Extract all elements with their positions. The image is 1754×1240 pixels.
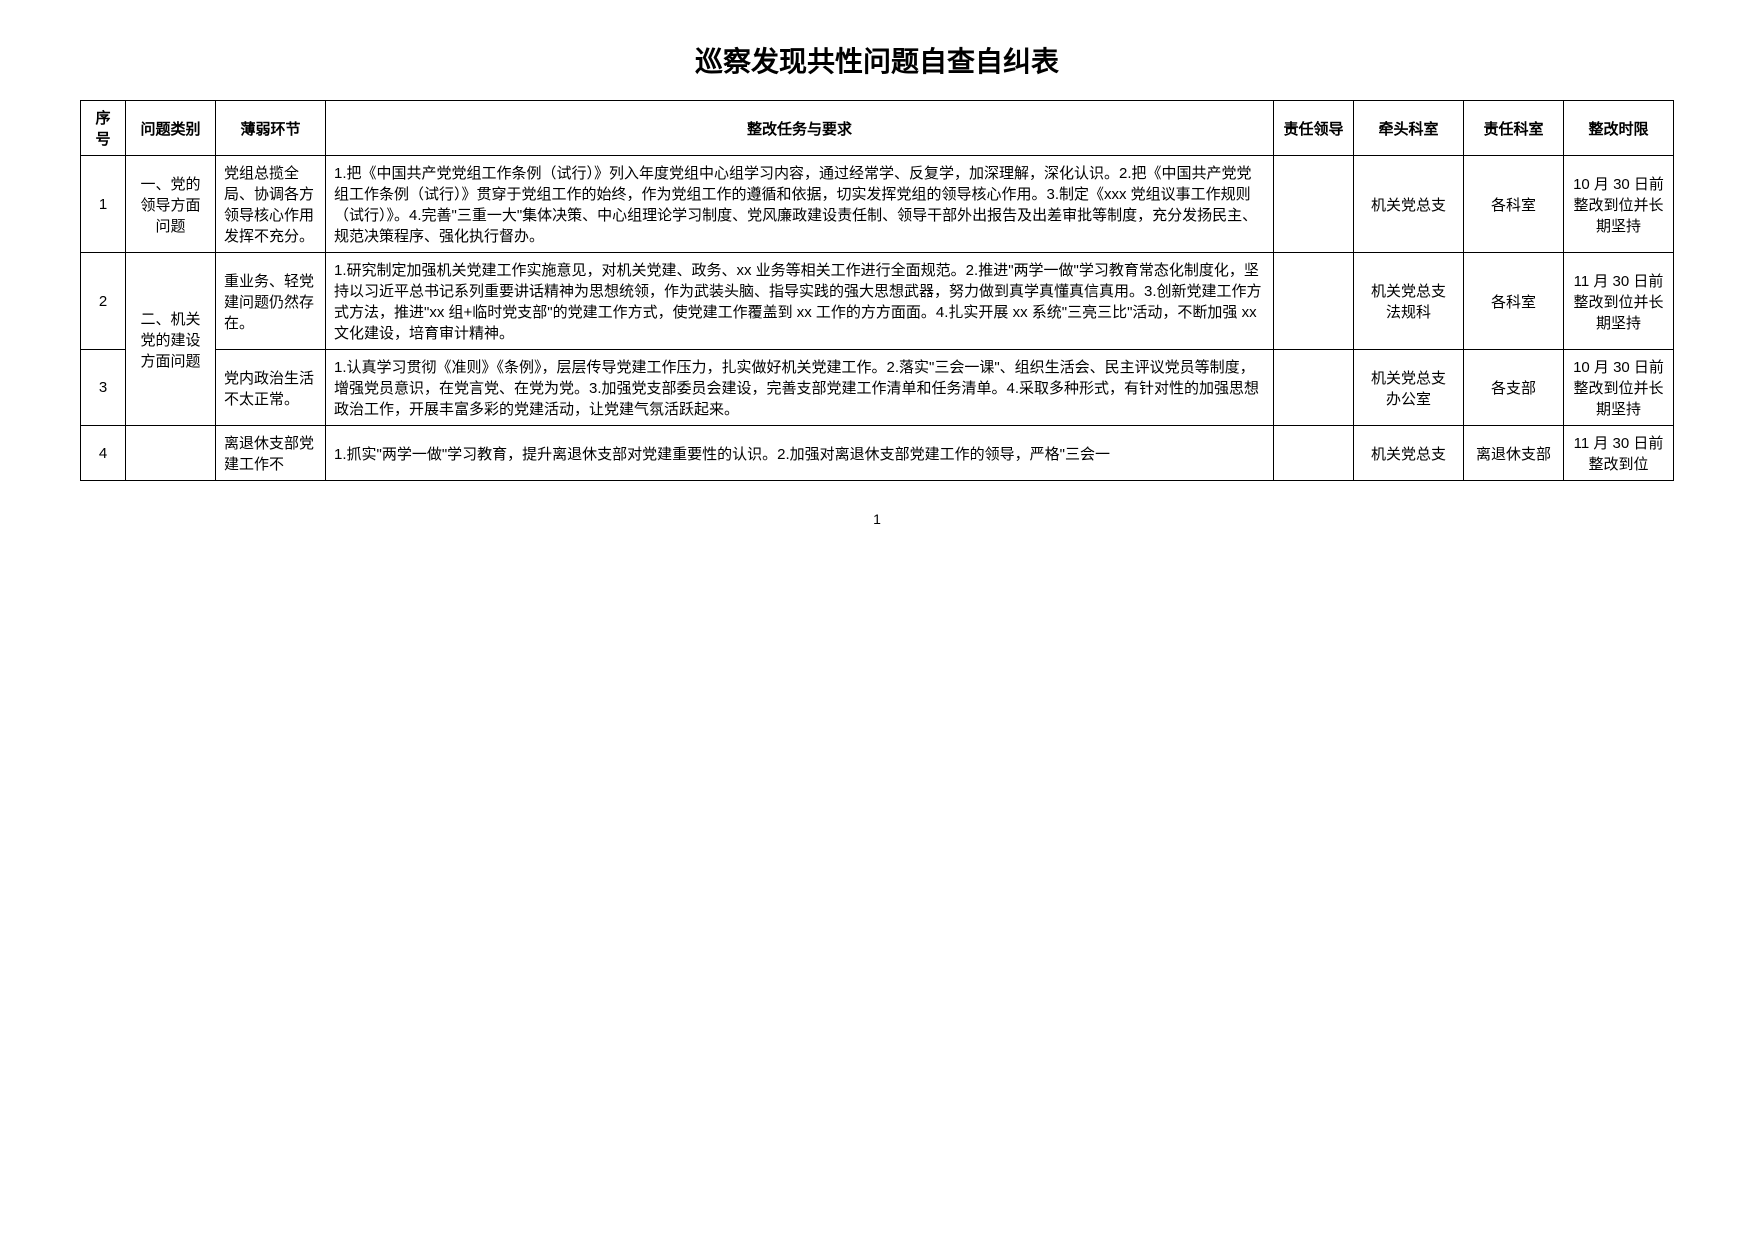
cell-task: 1.把《中国共产党党组工作条例（试行）》列入年度党组中心组学习内容，通过经常学、…: [326, 156, 1274, 253]
cell-lead-dept: 机关党总支 法规科: [1354, 253, 1464, 350]
header-seq: 序号: [81, 101, 126, 156]
table-header-row: 序号 问题类别 薄弱环节 整改任务与要求 责任领导 牵头科室 责任科室 整改时限: [81, 101, 1674, 156]
table-row: 1 一、党的领导方面问题 党组总揽全局、协调各方领导核心作用发挥不充分。 1.把…: [81, 156, 1674, 253]
table-row: 3 党内政治生活不太正常。 1.认真学习贯彻《准则》《条例》，层层传导党建工作压…: [81, 350, 1674, 426]
inspection-table: 序号 问题类别 薄弱环节 整改任务与要求 责任领导 牵头科室 责任科室 整改时限…: [80, 100, 1674, 481]
cell-seq: 1: [81, 156, 126, 253]
cell-leader: [1274, 156, 1354, 253]
cell-resp-dept: 离退休支部: [1464, 426, 1564, 481]
cell-lead-dept: 机关党总支: [1354, 426, 1464, 481]
cell-lead-dept: 机关党总支 办公室: [1354, 350, 1464, 426]
cell-weak: 离退休支部党建工作不: [216, 426, 326, 481]
cell-task: 1.研究制定加强机关党建工作实施意见，对机关党建、政务、xx 业务等相关工作进行…: [326, 253, 1274, 350]
header-task: 整改任务与要求: [326, 101, 1274, 156]
cell-seq: 4: [81, 426, 126, 481]
cell-category: [126, 426, 216, 481]
cell-resp-dept: 各科室: [1464, 156, 1564, 253]
cell-seq: 2: [81, 253, 126, 350]
document-title: 巡察发现共性问题自查自纠表: [80, 40, 1674, 80]
cell-weak: 重业务、轻党建问题仍然存在。: [216, 253, 326, 350]
cell-deadline: 10 月 30 日前整改到位并长期坚持: [1564, 156, 1674, 253]
cell-weak: 党内政治生活不太正常。: [216, 350, 326, 426]
cell-leader: [1274, 350, 1354, 426]
header-resp-dept: 责任科室: [1464, 101, 1564, 156]
table-row: 2 二、机关党的建设方面问题 重业务、轻党建问题仍然存在。 1.研究制定加强机关…: [81, 253, 1674, 350]
page-number: 1: [80, 511, 1674, 527]
header-category: 问题类别: [126, 101, 216, 156]
header-weak: 薄弱环节: [216, 101, 326, 156]
cell-category: 一、党的领导方面问题: [126, 156, 216, 253]
cell-leader: [1274, 426, 1354, 481]
cell-leader: [1274, 253, 1354, 350]
cell-deadline: 11 月 30 日前整改到位并长期坚持: [1564, 253, 1674, 350]
cell-deadline: 11 月 30 日前整改到位: [1564, 426, 1674, 481]
cell-seq: 3: [81, 350, 126, 426]
cell-deadline: 10 月 30 日前整改到位并长期坚持: [1564, 350, 1674, 426]
cell-resp-dept: 各科室: [1464, 253, 1564, 350]
table-row: 4 离退休支部党建工作不 1.抓实"两学一做"学习教育，提升离退休支部对党建重要…: [81, 426, 1674, 481]
cell-task: 1.认真学习贯彻《准则》《条例》，层层传导党建工作压力，扎实做好机关党建工作。2…: [326, 350, 1274, 426]
header-deadline: 整改时限: [1564, 101, 1674, 156]
cell-weak: 党组总揽全局、协调各方领导核心作用发挥不充分。: [216, 156, 326, 253]
cell-resp-dept: 各支部: [1464, 350, 1564, 426]
header-leader: 责任领导: [1274, 101, 1354, 156]
cell-category: 二、机关党的建设方面问题: [126, 253, 216, 426]
cell-lead-dept: 机关党总支: [1354, 156, 1464, 253]
header-lead-dept: 牵头科室: [1354, 101, 1464, 156]
cell-task: 1.抓实"两学一做"学习教育，提升离退休支部对党建重要性的认识。2.加强对离退休…: [326, 426, 1274, 481]
